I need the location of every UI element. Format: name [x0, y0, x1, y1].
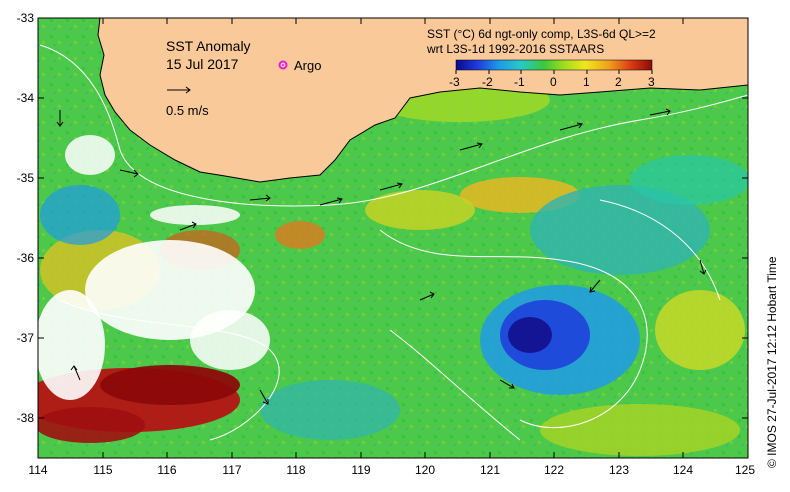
- lat-label: -34: [16, 91, 34, 105]
- lat-label: -33: [16, 11, 34, 25]
- lon-label: 118: [286, 463, 306, 477]
- product-line-1: SST (°C) 6d ngt-only comp, L3S-6d QL>=2: [427, 27, 656, 41]
- map-date: 15 Jul 2017: [166, 56, 239, 72]
- lon-label: 125: [734, 463, 756, 477]
- vector-scale-label: 0.5 m/s: [166, 103, 209, 118]
- colorbar: [455, 59, 653, 71]
- colorbar-tick-label: -2: [482, 75, 493, 89]
- lat-label: -36: [16, 251, 34, 265]
- colorbar-tick-label: -1: [514, 75, 525, 89]
- lon-label: 124: [672, 463, 694, 477]
- anomaly-field: [38, 18, 748, 458]
- lon-label: 121: [479, 463, 501, 477]
- lat-label: -35: [16, 171, 34, 185]
- credit-text: © IMOS 27-Jul-2017 12:12 Hobart Time: [765, 256, 779, 468]
- lon-label: 116: [157, 463, 177, 477]
- colorbar-tick-label: -3: [449, 75, 460, 89]
- vector-scale-arrow: [167, 86, 191, 94]
- colorbar-tick-label: 0: [550, 75, 557, 89]
- product-line-2: wrt L3S-1d 1992-2016 SSTAARS: [427, 42, 605, 56]
- argo-label: Argo: [294, 58, 322, 73]
- lon-label: 117: [222, 463, 242, 477]
- lon-label: 119: [351, 463, 371, 477]
- map-title: SST Anomaly: [166, 38, 251, 54]
- lon-label: 123: [608, 463, 630, 477]
- colorbar-tick-label: 2: [615, 75, 622, 89]
- lat-label: -38: [16, 411, 34, 425]
- lon-label: 120: [414, 463, 436, 477]
- land-mass: [97, 18, 748, 183]
- lon-label: 114: [28, 463, 48, 477]
- lon-label: 122: [543, 463, 565, 477]
- lat-label: -37: [16, 331, 34, 345]
- colorbar-tick-label: 1: [583, 75, 590, 89]
- lon-label: 115: [93, 463, 113, 477]
- colorbar-tick-label: 3: [648, 75, 655, 89]
- argo-marker: [278, 60, 288, 70]
